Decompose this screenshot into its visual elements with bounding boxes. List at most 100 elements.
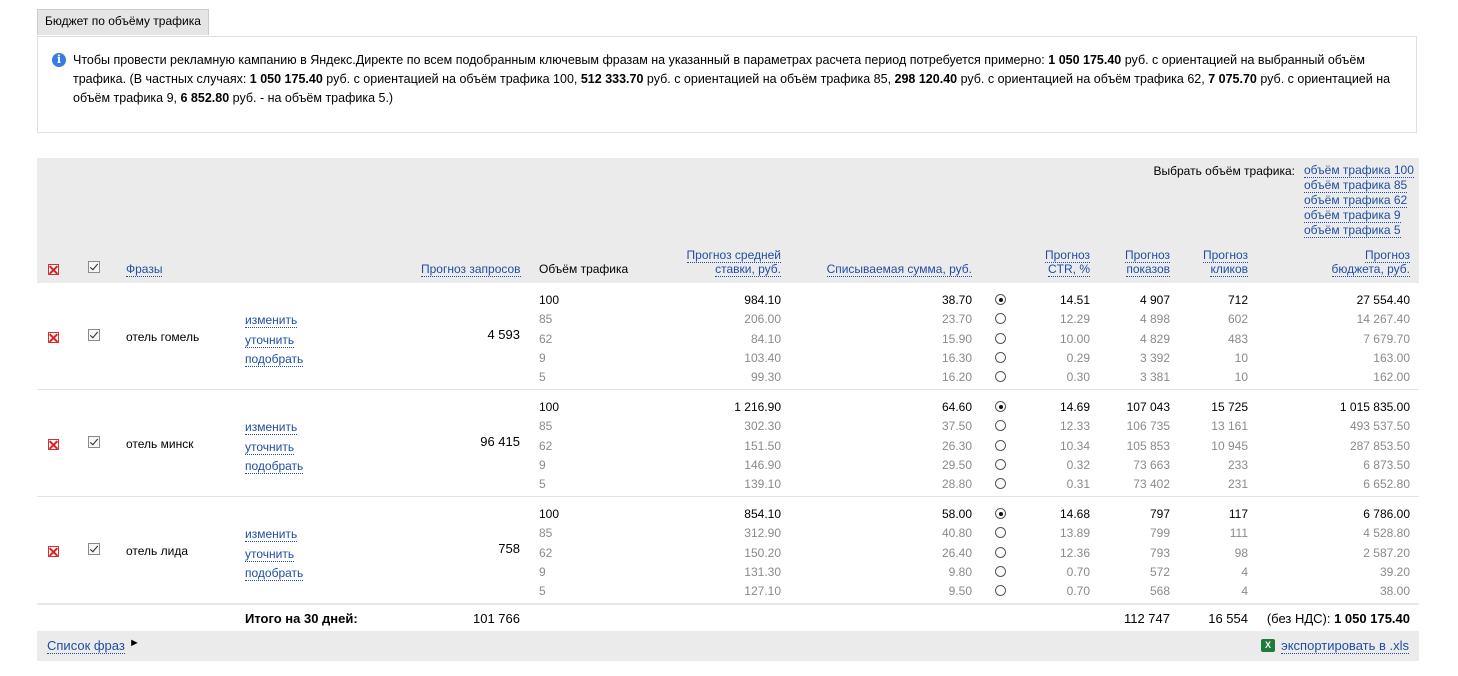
queries-forecast: 96 415 bbox=[480, 434, 520, 449]
traffic-option-9[interactable]: объём трафика 9 bbox=[1304, 208, 1401, 223]
refine-link[interactable]: уточнить bbox=[245, 332, 295, 348]
edit-link[interactable]: изменить bbox=[245, 527, 298, 542]
sort-budget-line1[interactable]: Прогноз bbox=[1364, 248, 1410, 263]
charged-sum: 28.80 bbox=[941, 477, 972, 492]
phrase-list-link[interactable]: Список фраз bbox=[47, 638, 125, 654]
bid-forecast: 131.30 bbox=[744, 564, 781, 579]
refine-link[interactable]: уточнить bbox=[245, 439, 295, 455]
ctr-forecast: 14.68 bbox=[1059, 507, 1090, 521]
bid-forecast: 302.30 bbox=[744, 419, 781, 434]
bid-forecast: 127.10 bbox=[744, 584, 781, 599]
sort-sum[interactable]: Списываемая сумма, руб. bbox=[826, 262, 972, 277]
traffic-radio[interactable] bbox=[995, 458, 1006, 470]
traffic-radio[interactable] bbox=[995, 332, 1006, 344]
bid-forecast: 150.20 bbox=[744, 545, 781, 560]
expand-triangle-icon[interactable]: ► bbox=[129, 637, 140, 649]
sort-budget-line2[interactable]: бюджета, руб. bbox=[1331, 262, 1410, 277]
charged-sum: 64.60 bbox=[941, 400, 972, 414]
bid-forecast: 151.50 bbox=[744, 438, 781, 453]
sort-bid-line2[interactable]: ставки, руб. bbox=[715, 262, 781, 277]
excel-icon: X bbox=[1261, 639, 1275, 652]
edit-link[interactable]: изменить bbox=[245, 420, 298, 435]
traffic-radio[interactable] bbox=[995, 401, 1006, 412]
budget-forecast: 39.20 bbox=[1379, 564, 1410, 579]
traffic-volume: 100 bbox=[539, 400, 560, 414]
edit-link[interactable]: изменить bbox=[245, 313, 298, 328]
impressions-forecast: 4 898 bbox=[1139, 312, 1170, 327]
traffic-radio[interactable] bbox=[995, 294, 1006, 305]
sort-clicks-line1[interactable]: Прогноз bbox=[1202, 248, 1248, 263]
traffic-radio[interactable] bbox=[995, 527, 1006, 539]
bid-forecast: 103.40 bbox=[744, 350, 781, 365]
traffic-radio[interactable] bbox=[995, 546, 1006, 558]
traffic-row: 5 127.10 9.50 0.70 568 4 38.00 bbox=[37, 582, 1419, 600]
traffic-radio[interactable] bbox=[995, 565, 1006, 577]
traffic-radio[interactable] bbox=[995, 371, 1006, 383]
delete-phrase-icon[interactable] bbox=[48, 332, 59, 343]
ctr-forecast: 13.89 bbox=[1059, 526, 1090, 541]
sort-ctr-line2[interactable]: CTR, % bbox=[1048, 262, 1090, 277]
traffic-radio[interactable] bbox=[995, 313, 1006, 325]
ctr-forecast: 0.70 bbox=[1066, 564, 1090, 579]
select-all-checkbox[interactable] bbox=[88, 261, 100, 273]
traffic-option-5[interactable]: объём трафика 5 bbox=[1304, 223, 1401, 238]
pick-link[interactable]: подобрать bbox=[245, 566, 304, 581]
sort-queries[interactable]: Прогноз запросов bbox=[421, 262, 521, 277]
tab-budget-by-traffic: Бюджет по объёму трафика bbox=[37, 9, 209, 35]
sort-impressions-line1[interactable]: Прогноз bbox=[1124, 248, 1170, 263]
ctr-forecast: 12.33 bbox=[1059, 419, 1090, 434]
ctr-forecast: 0.30 bbox=[1066, 370, 1090, 385]
total-queries: 101 766 bbox=[473, 611, 520, 626]
traffic-radio[interactable] bbox=[995, 508, 1006, 519]
traffic-radio[interactable] bbox=[995, 585, 1006, 597]
traffic-option-85[interactable]: объём трафика 85 bbox=[1304, 178, 1408, 193]
traffic-volume: 85 bbox=[539, 526, 553, 541]
total-clicks: 16 554 bbox=[1208, 611, 1248, 626]
impressions-forecast: 797 bbox=[1149, 507, 1170, 521]
charged-sum: 16.30 bbox=[941, 350, 972, 365]
impressions-forecast: 105 853 bbox=[1126, 438, 1170, 453]
phrase-checkbox[interactable] bbox=[88, 436, 100, 448]
pick-link[interactable]: подобрать bbox=[245, 459, 304, 474]
clicks-forecast: 4 bbox=[1241, 584, 1248, 599]
budget-forecast: 6 786.00 bbox=[1363, 507, 1410, 521]
traffic-row: 9 131.30 9.80 0.70 572 4 39.20 bbox=[37, 563, 1419, 581]
sort-bid-line1[interactable]: Прогноз средней bbox=[686, 248, 781, 263]
traffic-radio[interactable] bbox=[995, 351, 1006, 363]
charged-sum: 37.50 bbox=[941, 419, 972, 434]
traffic-option-100[interactable]: объём трафика 100 bbox=[1304, 163, 1414, 178]
ctr-forecast: 0.31 bbox=[1066, 477, 1090, 492]
pick-link[interactable]: подобрать bbox=[245, 352, 304, 367]
sort-clicks-line2[interactable]: кликов bbox=[1210, 262, 1248, 277]
header-volume: Объём трафика bbox=[539, 262, 629, 276]
traffic-radio[interactable] bbox=[995, 439, 1006, 451]
charged-sum: 26.40 bbox=[941, 545, 972, 560]
delete-phrase-icon[interactable] bbox=[48, 439, 59, 450]
ctr-forecast: 10.00 bbox=[1059, 331, 1090, 346]
total-row: Итого на 30 дней: 101 766 112 747 16 554… bbox=[37, 605, 1419, 631]
phrase-checkbox[interactable] bbox=[88, 329, 100, 341]
clicks-forecast: 10 bbox=[1234, 370, 1248, 385]
delete-all-icon[interactable] bbox=[48, 264, 59, 275]
ctr-forecast: 14.51 bbox=[1059, 293, 1090, 307]
refine-link[interactable]: уточнить bbox=[245, 546, 295, 562]
traffic-volume: 100 bbox=[539, 293, 560, 307]
table-header: Выбрать объём трафика: объём трафика 100… bbox=[37, 158, 1419, 283]
traffic-radio[interactable] bbox=[995, 420, 1006, 432]
impressions-forecast: 107 043 bbox=[1126, 400, 1170, 414]
export-xls-link[interactable]: экспортировать в .xls bbox=[1281, 638, 1409, 654]
budget-forecast: 2 587.20 bbox=[1363, 545, 1410, 560]
traffic-radio[interactable] bbox=[995, 478, 1006, 490]
sort-ctr-line1[interactable]: Прогноз bbox=[1044, 248, 1090, 263]
traffic-volume: 5 bbox=[539, 370, 546, 385]
phrase-text: отель гомель bbox=[126, 330, 200, 344]
phrase-checkbox[interactable] bbox=[88, 543, 100, 555]
sort-phrases[interactable]: Фразы bbox=[126, 262, 163, 277]
sort-impressions-line2[interactable]: показов bbox=[1126, 262, 1170, 277]
clicks-forecast: 4 bbox=[1241, 564, 1248, 579]
impressions-forecast: 572 bbox=[1149, 564, 1170, 579]
traffic-row: 100 854.10 58.00 14.68 797 117 6 786.00 bbox=[37, 505, 1419, 523]
delete-phrase-icon[interactable] bbox=[48, 546, 59, 557]
budget-forecast: 163.00 bbox=[1373, 350, 1410, 365]
traffic-option-62[interactable]: объём трафика 62 bbox=[1304, 193, 1408, 208]
